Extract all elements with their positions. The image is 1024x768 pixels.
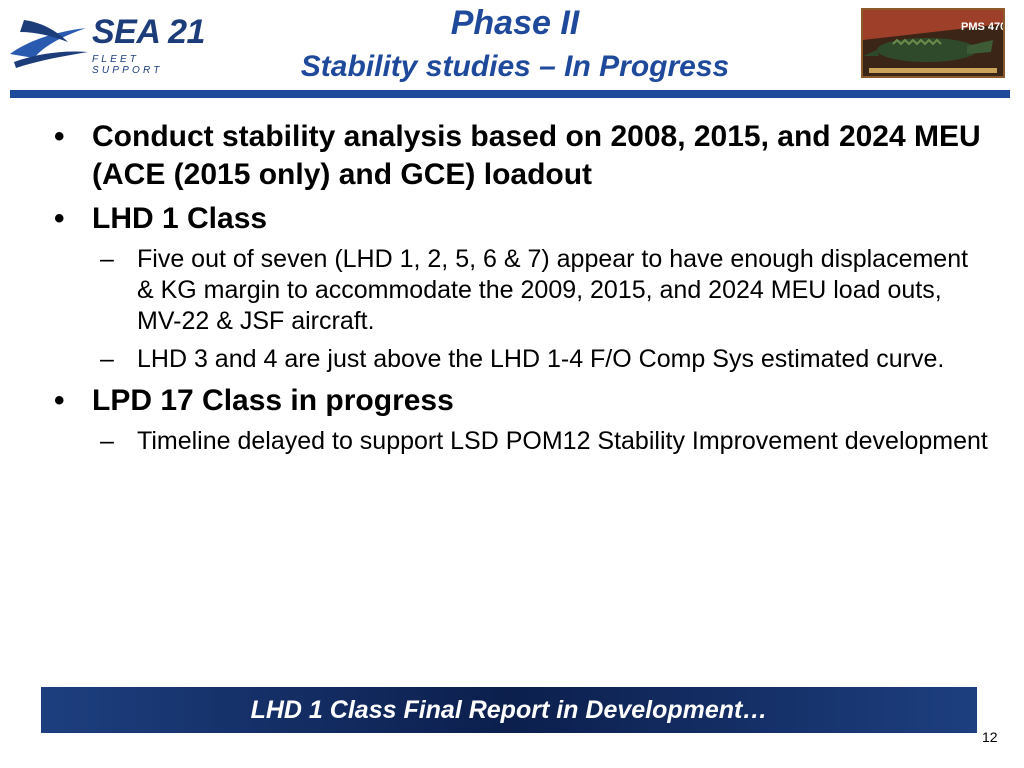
bullet-text: Conduct stability analysis based on 2008…	[92, 120, 981, 191]
sea21-brand-text: SEA 21	[92, 13, 205, 51]
bullet-text: LPD 17 Class in progress	[92, 384, 454, 417]
page-subtitle: Stability studies – In Progress	[300, 50, 730, 83]
dash-icon: –	[100, 245, 114, 273]
subbullet-text: Timeline delayed to support LSD POM12 St…	[137, 427, 988, 455]
footer-banner: LHD 1 Class Final Report in Development…	[41, 687, 977, 733]
bullet-text: LHD 1 Class	[92, 202, 268, 235]
pms470-badge: PMS 470	[861, 8, 1005, 78]
subbullet-text: Five out of seven (LHD 1, 2, 5, 6 & 7) a…	[137, 245, 969, 335]
subbullet-five-of-seven: – Five out of seven (LHD 1, 2, 5, 6 & 7)…	[50, 244, 990, 337]
page-number: 12	[982, 729, 998, 745]
bullet-lhd1-class: • LHD 1 Class	[50, 200, 990, 238]
bullet-stability-analysis: • Conduct stability analysis based on 20…	[50, 118, 990, 194]
page-title: Phase II	[450, 4, 580, 42]
sea21-swoosh-icon	[10, 20, 88, 68]
bullet-lpd17-class: • LPD 17 Class in progress	[50, 382, 990, 420]
subbullet-lhd3-4: – LHD 3 and 4 are just above the LHD 1-4…	[50, 344, 990, 375]
bullet-dot-icon: •	[54, 384, 65, 417]
alligator-emblem-icon: PMS 470	[863, 10, 1003, 76]
bullet-dot-icon: •	[54, 120, 65, 153]
sea21-tagline: FLEET SUPPORT	[92, 54, 163, 76]
subbullet-text: LHD 3 and 4 are just above the LHD 1-4 F…	[137, 345, 945, 373]
bullet-dot-icon: •	[54, 202, 65, 235]
pms-label: PMS 470	[961, 21, 1003, 33]
slide-content: • Conduct stability analysis based on 20…	[50, 118, 990, 464]
sea21-logo: SEA 21 FLEET SUPPORT	[6, 10, 206, 76]
title-block: Phase II Stability studies – In Progress	[230, 0, 800, 88]
dash-icon: –	[100, 345, 114, 373]
header-divider	[10, 90, 1010, 98]
dash-icon: –	[100, 427, 114, 455]
subbullet-timeline-delayed: – Timeline delayed to support LSD POM12 …	[50, 426, 990, 457]
